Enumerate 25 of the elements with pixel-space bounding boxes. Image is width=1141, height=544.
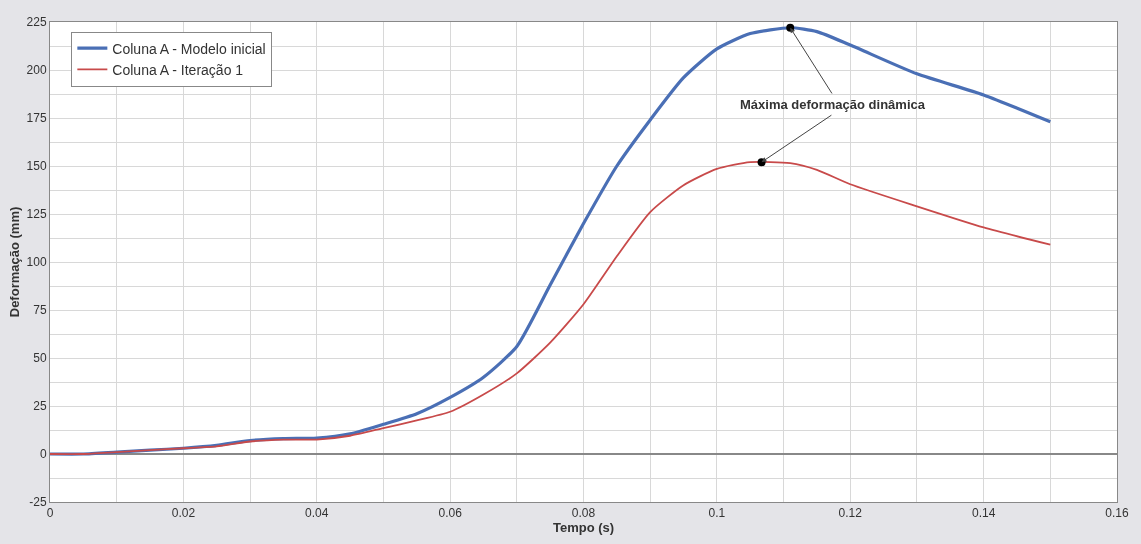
x-tick-label: 0.08 <box>571 506 596 521</box>
y-tick-label: 0 <box>39 447 47 462</box>
y-axis-title: Deformação (mm) <box>6 206 22 318</box>
x-tick-label: 0.12 <box>838 506 863 521</box>
y-tick-label: 25 <box>33 399 47 414</box>
y-tick-label: 50 <box>33 351 47 366</box>
legend-label: Coluna A - Modelo inicial <box>112 40 266 57</box>
y-tick-label: 225 <box>26 15 47 30</box>
y-tick-label: 125 <box>26 207 47 222</box>
x-tick-label: 0.14 <box>971 506 996 521</box>
line-series <box>50 161 1052 455</box>
y-tick-label: 100 <box>26 255 47 270</box>
y-tick-label: 150 <box>26 159 47 174</box>
y-tick-label: 200 <box>26 63 47 78</box>
x-tick-label: 0.1 <box>708 506 726 521</box>
x-tick-label: 0.02 <box>171 506 196 521</box>
x-tick-label: 0.04 <box>305 506 329 521</box>
x-tick-label: 0.16 <box>1105 506 1129 521</box>
x-axis-title: Tempo (s) <box>552 520 615 536</box>
y-tick-label: -25 <box>29 495 47 510</box>
x-tick-label: 0.06 <box>438 506 463 521</box>
y-tick-label: 175 <box>26 111 47 126</box>
y-tick-label: 75 <box>33 303 47 318</box>
legend-label: Coluna A - Iteração 1 <box>112 61 244 78</box>
annotation: Máxima deformação dinâmica <box>740 97 926 112</box>
